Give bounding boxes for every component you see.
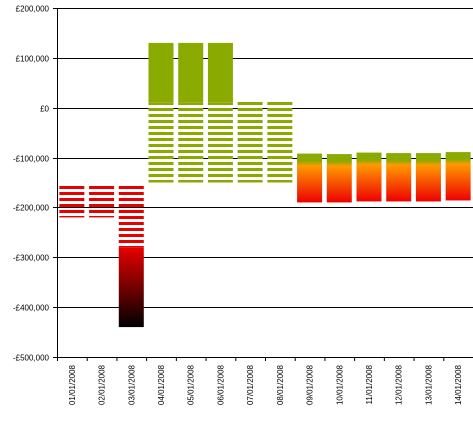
bar-striped-03/01/2008 xyxy=(118,184,144,248)
bar-solid-04/01/2008 xyxy=(148,42,174,103)
y-tick-label: £0 xyxy=(40,105,49,114)
bars xyxy=(59,42,471,328)
bar-solid-13/01/2008 xyxy=(415,153,441,202)
x-tick-label: 06/01/2008 xyxy=(216,364,225,405)
y-tick-label: -£200,000 xyxy=(13,204,50,213)
y-tick-label: -£300,000 xyxy=(13,254,50,263)
bar-striped-05/01/2008 xyxy=(178,102,204,183)
y-tick-label: £200,000 xyxy=(16,5,50,14)
x-tick-label: 02/01/2008 xyxy=(98,364,107,405)
bar-striped-04/01/2008 xyxy=(148,102,174,183)
y-tick-labels: £200,000 £100,000 £0 -£100,000 -£200,000 -£30… xyxy=(13,5,50,363)
bar-solid-03/01/2008 xyxy=(118,247,144,328)
x-tick-label: 14/01/2008 xyxy=(454,364,463,405)
bar-striped-08/01/2008 xyxy=(267,100,293,183)
bar-solid-10/01/2008 xyxy=(326,154,352,203)
x-tick-labels: 01/01/2008 02/01/2008 03/01/2008 04/01/2008… xyxy=(68,364,463,405)
y-tick-label: -£100,000 xyxy=(13,155,50,164)
bar-solid-09/01/2008 xyxy=(297,153,323,203)
y-tick-label: -£400,000 xyxy=(13,304,50,313)
x-tick-label: 04/01/2008 xyxy=(157,364,166,405)
bar-solid-11/01/2008 xyxy=(356,152,382,202)
bar-solid-06/01/2008 xyxy=(207,42,233,103)
bar-solid-05/01/2008 xyxy=(178,42,204,103)
x-tick-label: 12/01/2008 xyxy=(395,364,404,405)
x-tick-label: 05/01/2008 xyxy=(187,364,196,405)
axes xyxy=(53,8,473,361)
y-tick-label: £100,000 xyxy=(16,55,50,64)
bar-solid-12/01/2008 xyxy=(386,153,412,202)
bar-striped-02/01/2008 xyxy=(89,184,115,218)
x-tick-label: 09/01/2008 xyxy=(306,364,315,405)
y-tick-label: -£500,000 xyxy=(13,354,50,363)
x-tick-label: 08/01/2008 xyxy=(276,364,285,405)
bar-solid-14/01/2008 xyxy=(445,152,471,201)
bar-striped-07/01/2008 xyxy=(237,100,263,183)
x-tick-label: 13/01/2008 xyxy=(424,364,433,405)
bar-striped-01/01/2008 xyxy=(59,184,85,218)
x-tick-label: 07/01/2008 xyxy=(246,364,255,405)
x-tick-label: 11/01/2008 xyxy=(365,364,374,404)
x-tick-label: 01/01/2008 xyxy=(68,364,77,405)
x-tick-label: 10/01/2008 xyxy=(335,364,344,405)
bar-striped-06/01/2008 xyxy=(207,102,233,183)
x-tick-label: 03/01/2008 xyxy=(127,364,136,405)
